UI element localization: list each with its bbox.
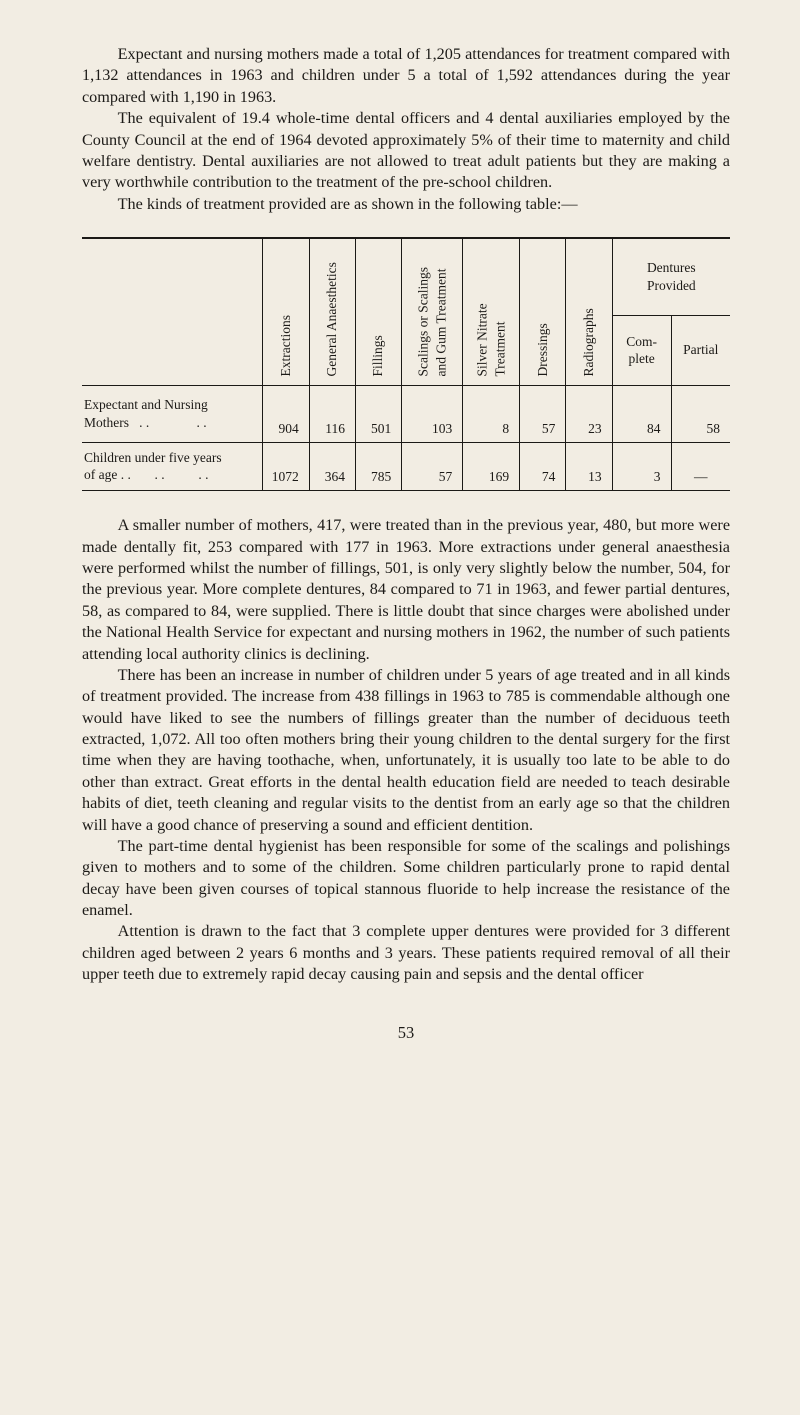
page: Expectant and nursing mothers made a tot… bbox=[0, 0, 800, 1415]
hdr-fillings: Fillings bbox=[355, 238, 401, 386]
cell: 103 bbox=[402, 386, 463, 443]
paragraph-7: Attention is drawn to the fact that 3 co… bbox=[82, 921, 730, 985]
hdr-complete: Com- plete bbox=[612, 315, 671, 385]
hdr-row-1: Extractions General Anaesthetics Filling… bbox=[82, 238, 730, 315]
paragraph-3: The kinds of treatment provided are as s… bbox=[82, 194, 730, 215]
cell: 23 bbox=[566, 386, 612, 443]
hdr-partial: Partial bbox=[671, 315, 730, 385]
hdr-extractions: Extractions bbox=[263, 238, 309, 386]
row-label-children: Children under five years of age . . . .… bbox=[82, 442, 263, 491]
paragraph-2: The equivalent of 19.4 whole-time dental… bbox=[82, 108, 730, 194]
paragraph-6: The part-time dental hygienist has been … bbox=[82, 836, 730, 922]
paragraph-4: A smaller number of mothers, 417, were t… bbox=[82, 515, 730, 665]
cell: 904 bbox=[263, 386, 309, 443]
hdr-scalings: Scalings or Scalings and Gum Treatment bbox=[402, 238, 463, 386]
cell: 1072 bbox=[263, 442, 309, 491]
cell: 116 bbox=[309, 386, 355, 443]
cell: 58 bbox=[671, 386, 730, 443]
treatment-table-wrap: Extractions General Anaesthetics Filling… bbox=[82, 237, 730, 491]
hdr-radiographs: Radiographs bbox=[566, 238, 612, 386]
cell: 169 bbox=[463, 442, 520, 491]
cell: — bbox=[671, 442, 730, 491]
cell: 501 bbox=[355, 386, 401, 443]
cell: 8 bbox=[463, 386, 520, 443]
treatment-table-main: Extractions General Anaesthetics Filling… bbox=[82, 237, 730, 491]
table-row: Children under five years of age . . . .… bbox=[82, 442, 730, 491]
cell: 84 bbox=[612, 386, 671, 443]
table-row: Expectant and Nursing Mothers . . . . 90… bbox=[82, 386, 730, 443]
hdr-dressings: Dressings bbox=[520, 238, 566, 386]
cell: 13 bbox=[566, 442, 612, 491]
hdr-silver: Silver Nitrate Treatment bbox=[463, 238, 520, 386]
cell: 74 bbox=[520, 442, 566, 491]
hdr-blank bbox=[82, 238, 263, 386]
hdr-anaesthetics: General Anaesthetics bbox=[309, 238, 355, 386]
cell: 57 bbox=[520, 386, 566, 443]
hdr-dentures: Dentures Provided bbox=[612, 238, 730, 315]
paragraph-5: There has been an increase in number of … bbox=[82, 665, 730, 836]
cell: 364 bbox=[309, 442, 355, 491]
cell: 3 bbox=[612, 442, 671, 491]
cell: 57 bbox=[402, 442, 463, 491]
row-label-mothers: Expectant and Nursing Mothers . . . . bbox=[82, 386, 263, 443]
paragraph-1: Expectant and nursing mothers made a tot… bbox=[82, 44, 730, 108]
cell: 785 bbox=[355, 442, 401, 491]
page-number: 53 bbox=[82, 1022, 730, 1044]
